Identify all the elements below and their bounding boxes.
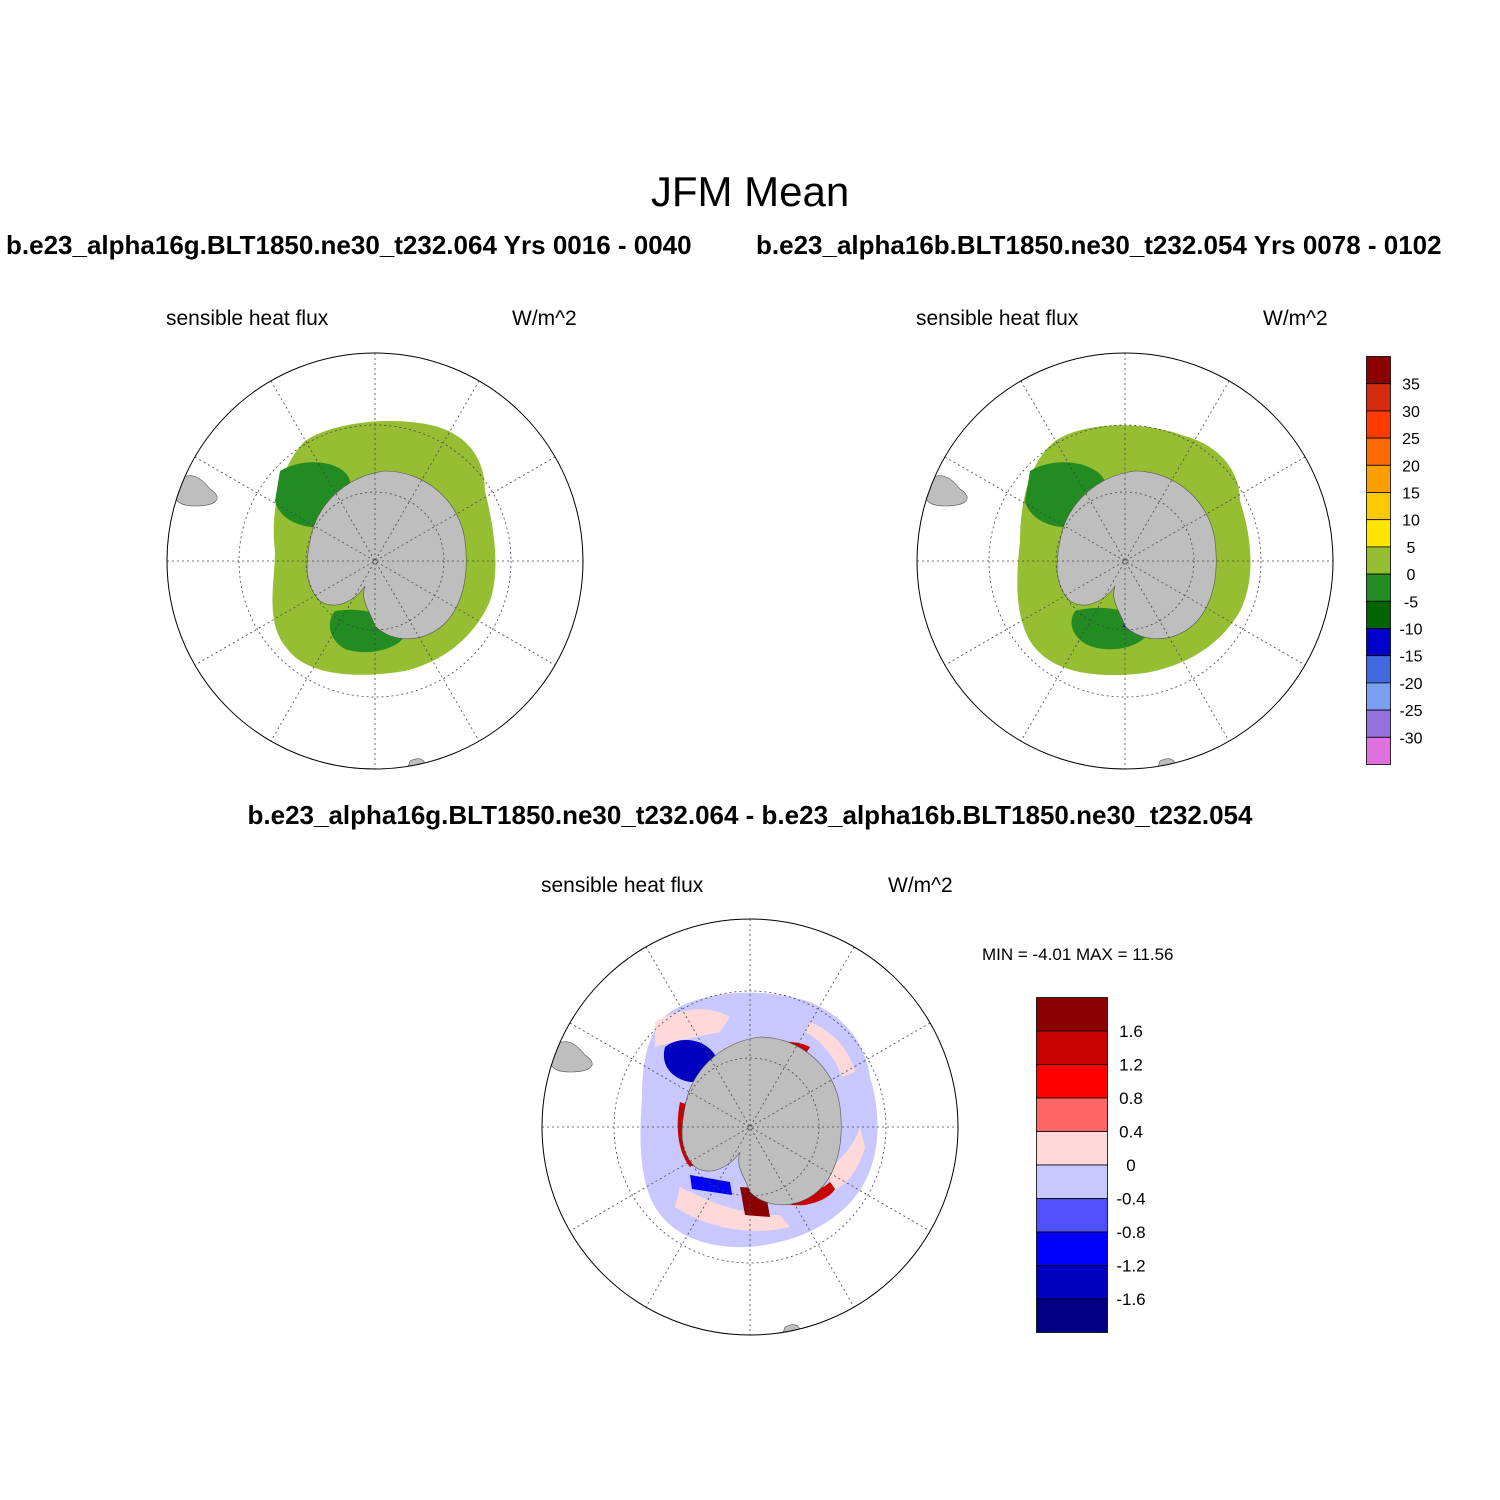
main-colorbar-tick-label: 25 <box>1402 431 1420 448</box>
main-colorbar-swatch <box>1366 356 1391 385</box>
main-colorbar-swatch <box>1366 655 1391 684</box>
main-colorbar-swatch <box>1366 410 1391 439</box>
main-colorbar-tick-label: 20 <box>1402 458 1420 475</box>
antarctica-landmass <box>1056 470 1217 640</box>
right-case-title: b.e23_alpha16b.BLT1850.ne30_t232.054 Yrs… <box>756 230 1442 260</box>
diff-colorbar-swatch <box>1036 1097 1108 1132</box>
antarctica-landmass <box>306 470 467 640</box>
diff-colorbar-tick-label: 1.6 <box>1119 1022 1143 1041</box>
main-colorbar-swatch <box>1366 464 1391 493</box>
main-colorbar-swatch <box>1366 519 1391 548</box>
main-colorbar-tick-label: 10 <box>1402 513 1420 530</box>
diff-colorbar-swatch <box>1036 1030 1108 1065</box>
diff-positive-patch <box>655 1009 730 1047</box>
antarctica-landmass <box>681 1036 842 1206</box>
diff-title: b.e23_alpha16g.BLT1850.ne30_t232.064 - b… <box>247 800 1253 830</box>
diff-colorbar-swatch <box>1036 1198 1108 1233</box>
diff-minmax-label: MIN = -4.01 MAX = 11.56 <box>982 945 1174 964</box>
diff-positive-patch <box>805 1022 855 1077</box>
diff-variable-label: sensible heat flux <box>541 874 704 897</box>
main-colorbar: 35 30 25 20 15 10 5 0 -5 -10 -15 -20 -25 -30 <box>1366 356 1423 765</box>
diff-colorbar-tick-label: -0.4 <box>1116 1190 1145 1209</box>
right-variable-label: sensible heat flux <box>916 307 1079 330</box>
main-colorbar-tick-label: -20 <box>1399 676 1422 693</box>
left-case-title: b.e23_alpha16g.BLT1850.ne30_t232.064 Yrs… <box>6 230 692 260</box>
diff-strong-negative-patch <box>690 1175 732 1195</box>
diff-colorbar-tick-label: 0.4 <box>1119 1123 1143 1142</box>
south-america-landmass <box>173 475 218 507</box>
main-colorbar-tick-label: -10 <box>1399 622 1422 639</box>
left-polar-map <box>166 352 584 770</box>
main-colorbar-swatch <box>1366 628 1391 657</box>
main-colorbar-swatch <box>1366 600 1391 629</box>
right-polar-map <box>916 352 1334 770</box>
south-america-landmass <box>548 1041 593 1073</box>
left-units-label: W/m^2 <box>512 307 577 330</box>
diff-colorbar-swatch <box>1036 1164 1108 1199</box>
diff-strong-positive-patch <box>745 1182 835 1206</box>
diff-colorbar: 1.6 1.2 0.8 0.4 0 -0.4 -0.8 -1.2 -1.6 <box>1036 997 1146 1333</box>
main-colorbar-swatch <box>1366 709 1391 738</box>
diff-colorbar-tick-label: 0 <box>1126 1156 1135 1175</box>
diff-colorbar-swatch <box>1036 1265 1108 1300</box>
main-colorbar-swatch <box>1366 682 1391 711</box>
diff-colorbar-swatch <box>1036 1131 1108 1166</box>
main-colorbar-swatch <box>1366 546 1391 575</box>
main-colorbar-swatch <box>1366 736 1391 765</box>
diff-colorbar-swatch <box>1036 1298 1108 1333</box>
main-colorbar-tick-label: -5 <box>1404 594 1418 611</box>
diff-units-label: W/m^2 <box>888 874 953 897</box>
diff-colorbar-tick-label: -1.2 <box>1116 1257 1145 1276</box>
main-colorbar-tick-label: -30 <box>1399 730 1422 747</box>
main-colorbar-swatch <box>1366 437 1391 466</box>
diff-polar-map <box>541 918 959 1336</box>
right-units-label: W/m^2 <box>1263 307 1328 330</box>
main-colorbar-swatch <box>1366 383 1391 412</box>
main-colorbar-tick-label: 5 <box>1407 540 1416 557</box>
main-colorbar-tick-label: 0 <box>1407 567 1416 584</box>
diff-positive-patch <box>830 1127 865 1192</box>
main-colorbar-tick-label: -25 <box>1399 703 1422 720</box>
main-colorbar-tick-label: 15 <box>1402 486 1420 503</box>
diff-colorbar-swatch <box>1036 1064 1108 1099</box>
diff-colorbar-swatch <box>1036 1231 1108 1266</box>
main-colorbar-tick-label: 35 <box>1402 377 1420 394</box>
main-colorbar-tick-label: -15 <box>1399 649 1422 666</box>
diff-colorbar-tick-label: 0.8 <box>1119 1089 1143 1108</box>
south-america-landmass <box>923 475 968 507</box>
main-colorbar-swatch <box>1366 573 1391 602</box>
diff-colorbar-tick-label: 1.2 <box>1119 1056 1143 1075</box>
diff-colorbar-tick-label: -1.6 <box>1116 1290 1145 1309</box>
diff-colorbar-swatch <box>1036 997 1108 1032</box>
main-title: JFM Mean <box>650 168 850 215</box>
left-variable-label: sensible heat flux <box>166 307 329 330</box>
main-colorbar-swatch <box>1366 492 1391 521</box>
diff-positive-patch <box>675 1187 790 1231</box>
diff-colorbar-tick-label: -0.8 <box>1116 1223 1145 1242</box>
main-colorbar-tick-label: 30 <box>1402 404 1420 421</box>
